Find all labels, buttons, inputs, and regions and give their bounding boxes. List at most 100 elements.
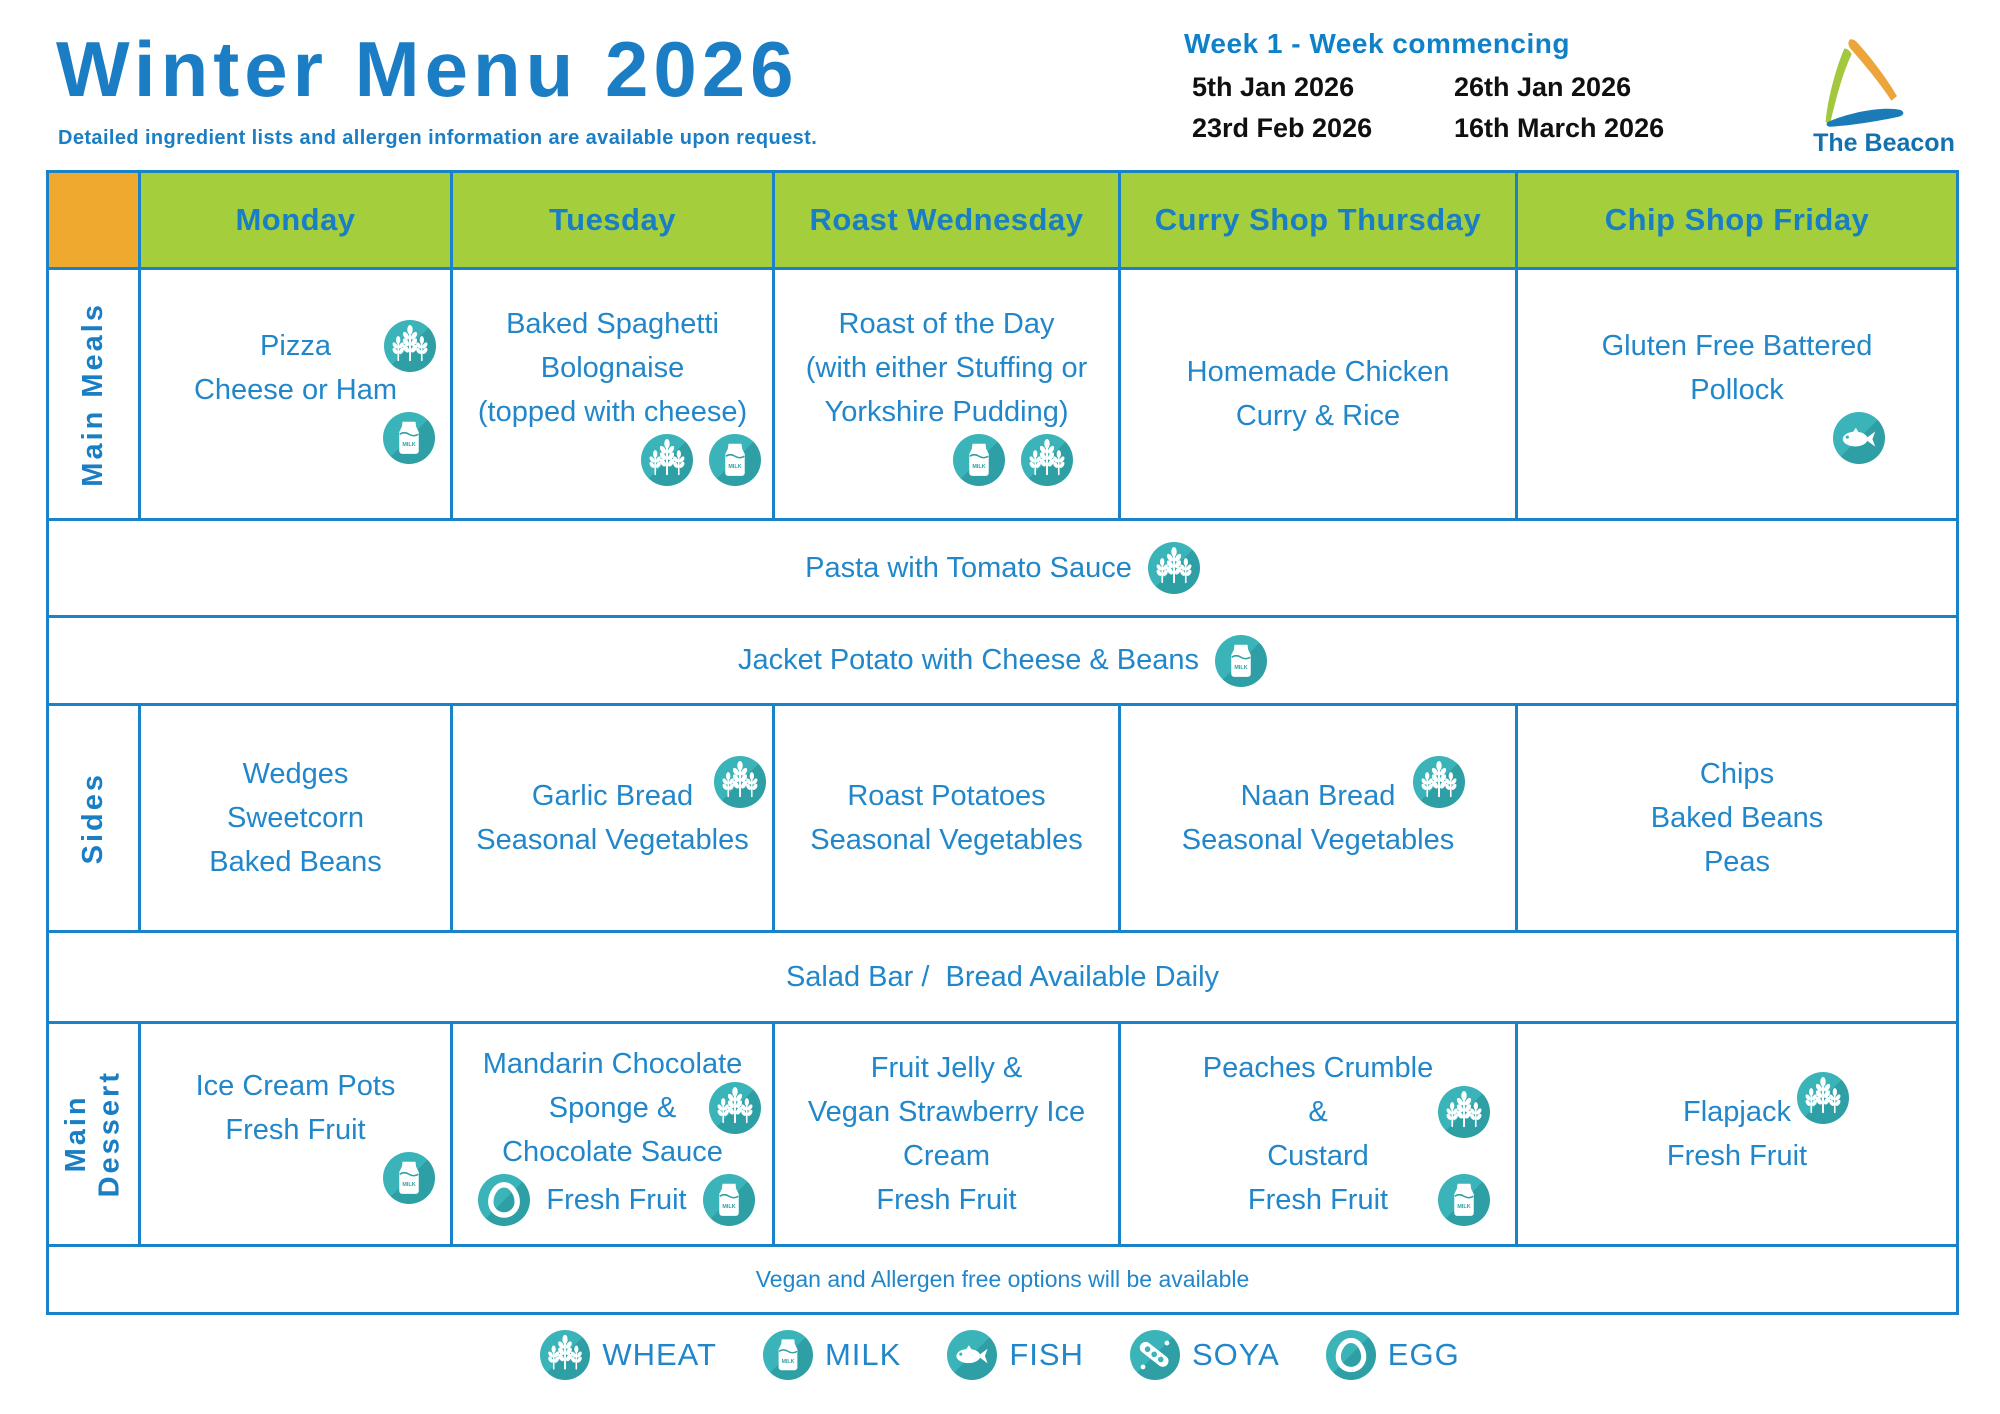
day-header-label: Chip Shop Friday	[1604, 202, 1870, 237]
menu-line: Fresh Fruit	[1522, 1134, 1952, 1178]
day-header-label: Tuesday	[549, 202, 676, 237]
menu-line: Cream	[779, 1134, 1114, 1178]
wheat-icon	[1413, 756, 1465, 808]
menu-cell-sides-monday: Wedges Sweetcorn Baked Beans	[141, 706, 453, 933]
menu-line: Baked Spaghetti	[457, 302, 768, 346]
menu-item-text: Ice Cream Pots	[195, 1069, 396, 1102]
legend-label: WHEAT	[602, 1337, 717, 1372]
day-header-monday: Monday	[141, 173, 453, 270]
menu-line: MILK	[845, 434, 1180, 486]
menu-item-text: Garlic Bread	[531, 779, 694, 812]
menu-item-text: Baked Beans	[209, 845, 382, 878]
wheat-icon	[1147, 542, 1200, 594]
legend-item-wheat: WHEAT	[540, 1330, 717, 1380]
week-commencing-block: Week 1 - Week commencing 5th Jan 2026 26…	[1184, 28, 1664, 144]
menu-line: Sweetcorn	[145, 796, 446, 840]
menu-item-text: Naan Bread	[1240, 779, 1396, 812]
merged-row-vegan-note: Vegan and Allergen free options will be …	[49, 1247, 1956, 1312]
menu-line: Fresh Fruit	[779, 1178, 1114, 1222]
week-date: 16th March 2026	[1454, 113, 1665, 143]
menu-line: Seasonal Vegetables	[1125, 818, 1511, 862]
wheat-icon	[1797, 1072, 1849, 1124]
menu-cell-main-meals-roast-wednesday: Roast of the Day (with either Stuffing or…	[775, 270, 1121, 521]
legend-label: SOYA	[1191, 1337, 1280, 1372]
menu-item-text: Vegan and Allergen free options will be …	[755, 1265, 1250, 1292]
menu-line: Peaches Crumble	[1125, 1046, 1511, 1090]
menu-item-text: Seasonal Vegetables	[810, 823, 1083, 856]
merged-row-jacket-daily: Jacket Potato with Cheese & Beans MILK	[49, 618, 1956, 706]
menu-line: Salad Bar / Bread Available Daily	[49, 955, 1956, 999]
legend-label: EGG	[1387, 1337, 1460, 1372]
svg-text:MILK: MILK	[1234, 665, 1247, 671]
fish-icon	[1833, 412, 1885, 464]
menu-item-text: Mandarin Chocolate	[482, 1047, 743, 1080]
menu-cell-sides-tuesday: Garlic Bread Seasonal Vegetables	[453, 706, 775, 933]
menu-item-text: Sweetcorn	[226, 801, 364, 834]
day-header-curry-shop-thursday: Curry Shop Thursday	[1121, 173, 1518, 270]
menu-item-text: Bolognaise	[540, 351, 685, 384]
menu-line: Fresh Fruit	[145, 1108, 446, 1152]
wheat-icon	[640, 434, 693, 486]
page-title: Winter Menu 2026	[56, 25, 799, 113]
menu-line: Homemade Chicken	[1125, 350, 1511, 394]
wheat-icon	[540, 1330, 591, 1380]
menu-item-text: Cheese or Ham	[193, 373, 398, 406]
menu-line: Pollock	[1522, 368, 1952, 412]
row-label-main-meals: Main Meals	[49, 270, 141, 521]
menu-line: Roast of the Day	[779, 302, 1114, 346]
menu-line	[1644, 412, 2000, 464]
menu-line: MILK	[545, 434, 856, 486]
menu-item-text: Wedges	[242, 757, 349, 790]
day-header-label: Curry Shop Thursday	[1154, 202, 1482, 237]
menu-line: Vegan and Allergen free options will be …	[49, 1258, 1956, 1302]
week-dates: 5th Jan 2026 26th Jan 2026 23rd Feb 2026…	[1184, 72, 1664, 144]
corner-cell	[49, 173, 141, 270]
menu-item-text: Baked Beans	[1650, 801, 1824, 834]
menu-item-text: Fresh Fruit	[225, 1113, 366, 1146]
menu-cell-main-meals-chip-shop-friday: Gluten Free Battered Pollock	[1518, 270, 1956, 521]
menu-cell-sides-roast-wednesday: Roast Potatoes Seasonal Vegetables	[775, 706, 1121, 933]
day-header-label: Monday	[235, 202, 356, 237]
legend-item-fish: FISH	[947, 1330, 1084, 1380]
legend-label: FISH	[1009, 1337, 1084, 1372]
menu-item-text: Peas	[1703, 845, 1771, 878]
menu-item-text: Custard	[1267, 1139, 1369, 1172]
menu-line: Fresh Fruit MILK	[1125, 1174, 1511, 1226]
menu-line: Pasta with Tomato Sauce	[49, 542, 1956, 594]
milk-icon: MILK	[952, 434, 1005, 486]
wheat-icon	[383, 320, 436, 372]
menu-item-text: Yorkshire Pudding)	[824, 395, 1069, 428]
svg-text:MILK: MILK	[722, 1204, 735, 1210]
menu-line: Vegan Strawberry Ice	[779, 1090, 1114, 1134]
menu-item-text: Jacket Potato with Cheese & Beans	[737, 644, 1200, 677]
milk-icon: MILK	[1215, 634, 1268, 687]
menu-table: Monday Tuesday Roast Wednesday Curry Shop T…	[46, 170, 1959, 1315]
row-label-sides: Sides	[49, 706, 141, 933]
row-label-text: Main Dessert	[60, 1070, 126, 1198]
day-header-roast-wednesday: Roast Wednesday	[775, 173, 1121, 270]
week-heading: Week 1 - Week commencing	[1184, 28, 1570, 59]
menu-line: Yorkshire Pudding)	[779, 390, 1114, 434]
menu-item-text: Fresh Fruit	[1247, 1183, 1389, 1216]
menu-cell-main-meals-monday: Pizza Cheese or Ham MILK	[141, 270, 453, 521]
week-date: 26th Jan 2026	[1454, 72, 1632, 102]
menu-line: Custard	[1125, 1134, 1511, 1178]
fish-icon	[947, 1330, 998, 1380]
wheat-icon	[708, 1082, 761, 1134]
row-label-text: Sides	[76, 771, 109, 865]
menu-line: Roast Potatoes	[779, 774, 1114, 818]
menu-item-text: Sponge &	[548, 1091, 677, 1124]
menu-line: Peas	[1522, 840, 1952, 884]
wheat-icon	[1020, 434, 1073, 486]
menu-line: Flapjack	[1522, 1072, 1952, 1134]
legend-item-soya: SOYA	[1129, 1330, 1280, 1380]
menu-item-text: Baked Spaghetti	[506, 307, 719, 340]
menu-item-text: Chips	[1699, 757, 1775, 790]
menu-line: Cheese or Ham	[145, 368, 446, 412]
milk-icon: MILK	[708, 434, 761, 486]
menu-line: Fruit Jelly &	[779, 1046, 1114, 1090]
svg-text:MILK: MILK	[782, 1359, 795, 1365]
menu-item-text: Cream	[902, 1139, 990, 1172]
menu-line: Fresh Fruit MILK	[461, 1174, 772, 1226]
